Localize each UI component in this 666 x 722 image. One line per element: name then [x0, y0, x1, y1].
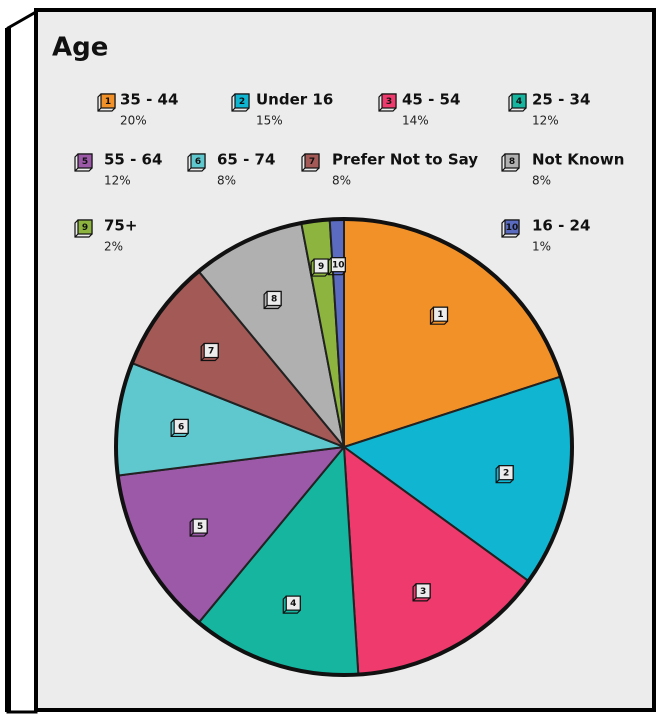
- chart-title: Age: [52, 33, 108, 63]
- legend-label: Not Known: [532, 151, 624, 169]
- badge-number: 8: [509, 157, 515, 167]
- legend-value: 2%: [104, 240, 123, 254]
- badge: [285, 595, 301, 611]
- badge-number: 7: [208, 347, 214, 357]
- legend-label: 35 - 44: [120, 91, 178, 109]
- badge: [266, 290, 282, 307]
- badge-number: 1: [437, 310, 443, 320]
- legend-label: 16 - 24: [532, 217, 590, 235]
- badge: [504, 153, 520, 169]
- legend-value: 12%: [532, 114, 559, 128]
- legend-label: 55 - 64: [104, 151, 162, 169]
- badge: [432, 306, 449, 322]
- badge: [381, 93, 397, 109]
- badge: [234, 93, 250, 109]
- frame-spine: [6, 9, 38, 714]
- legend-value: 8%: [217, 174, 236, 188]
- badge: [511, 93, 527, 109]
- badge-number: 9: [318, 262, 324, 272]
- badge-number: 1: [105, 97, 111, 107]
- badge-number: 6: [178, 422, 184, 432]
- badge-number: 4: [290, 599, 296, 609]
- badge: [77, 219, 93, 235]
- legend-value: 12%: [104, 174, 131, 188]
- badge-number: 7: [309, 157, 315, 167]
- legend-label: 45 - 54: [402, 91, 460, 109]
- legend-value: 14%: [402, 114, 429, 128]
- legend-label: Under 16: [256, 91, 333, 109]
- legend-value: 15%: [256, 114, 283, 128]
- badge-number: 9: [82, 223, 88, 233]
- badge: [330, 257, 346, 273]
- badge: [304, 153, 320, 169]
- badge-number: 10: [506, 223, 519, 233]
- badge-number: 10: [332, 261, 345, 271]
- legend-value: 20%: [120, 114, 147, 128]
- badge-number: 3: [386, 97, 392, 107]
- badge-number: 8: [271, 294, 277, 304]
- legend-label: 25 - 34: [532, 91, 590, 109]
- badge: [77, 153, 93, 169]
- badge: [192, 518, 208, 534]
- legend-value: 8%: [332, 174, 351, 188]
- legend-value: 8%: [532, 174, 551, 188]
- badge: [504, 219, 520, 235]
- badge-number: 2: [503, 469, 509, 479]
- legend-value: 1%: [532, 240, 551, 254]
- badge: [415, 583, 431, 599]
- badge: [498, 465, 514, 481]
- badge-number: 5: [197, 522, 203, 532]
- badge: [173, 418, 189, 435]
- badge-number: 4: [516, 97, 522, 107]
- badge: [203, 342, 219, 359]
- legend-label: 75+: [104, 217, 137, 235]
- badge-number: 2: [239, 97, 245, 107]
- pie-outline: [114, 217, 574, 677]
- badge-number: 5: [82, 157, 88, 167]
- badge-number: 6: [195, 157, 201, 167]
- legend-label: 65 - 74: [217, 151, 275, 169]
- badge: [190, 153, 206, 169]
- badge: [100, 93, 116, 109]
- badge-number: 3: [420, 587, 426, 597]
- legend-label: Prefer Not to Say: [332, 151, 478, 169]
